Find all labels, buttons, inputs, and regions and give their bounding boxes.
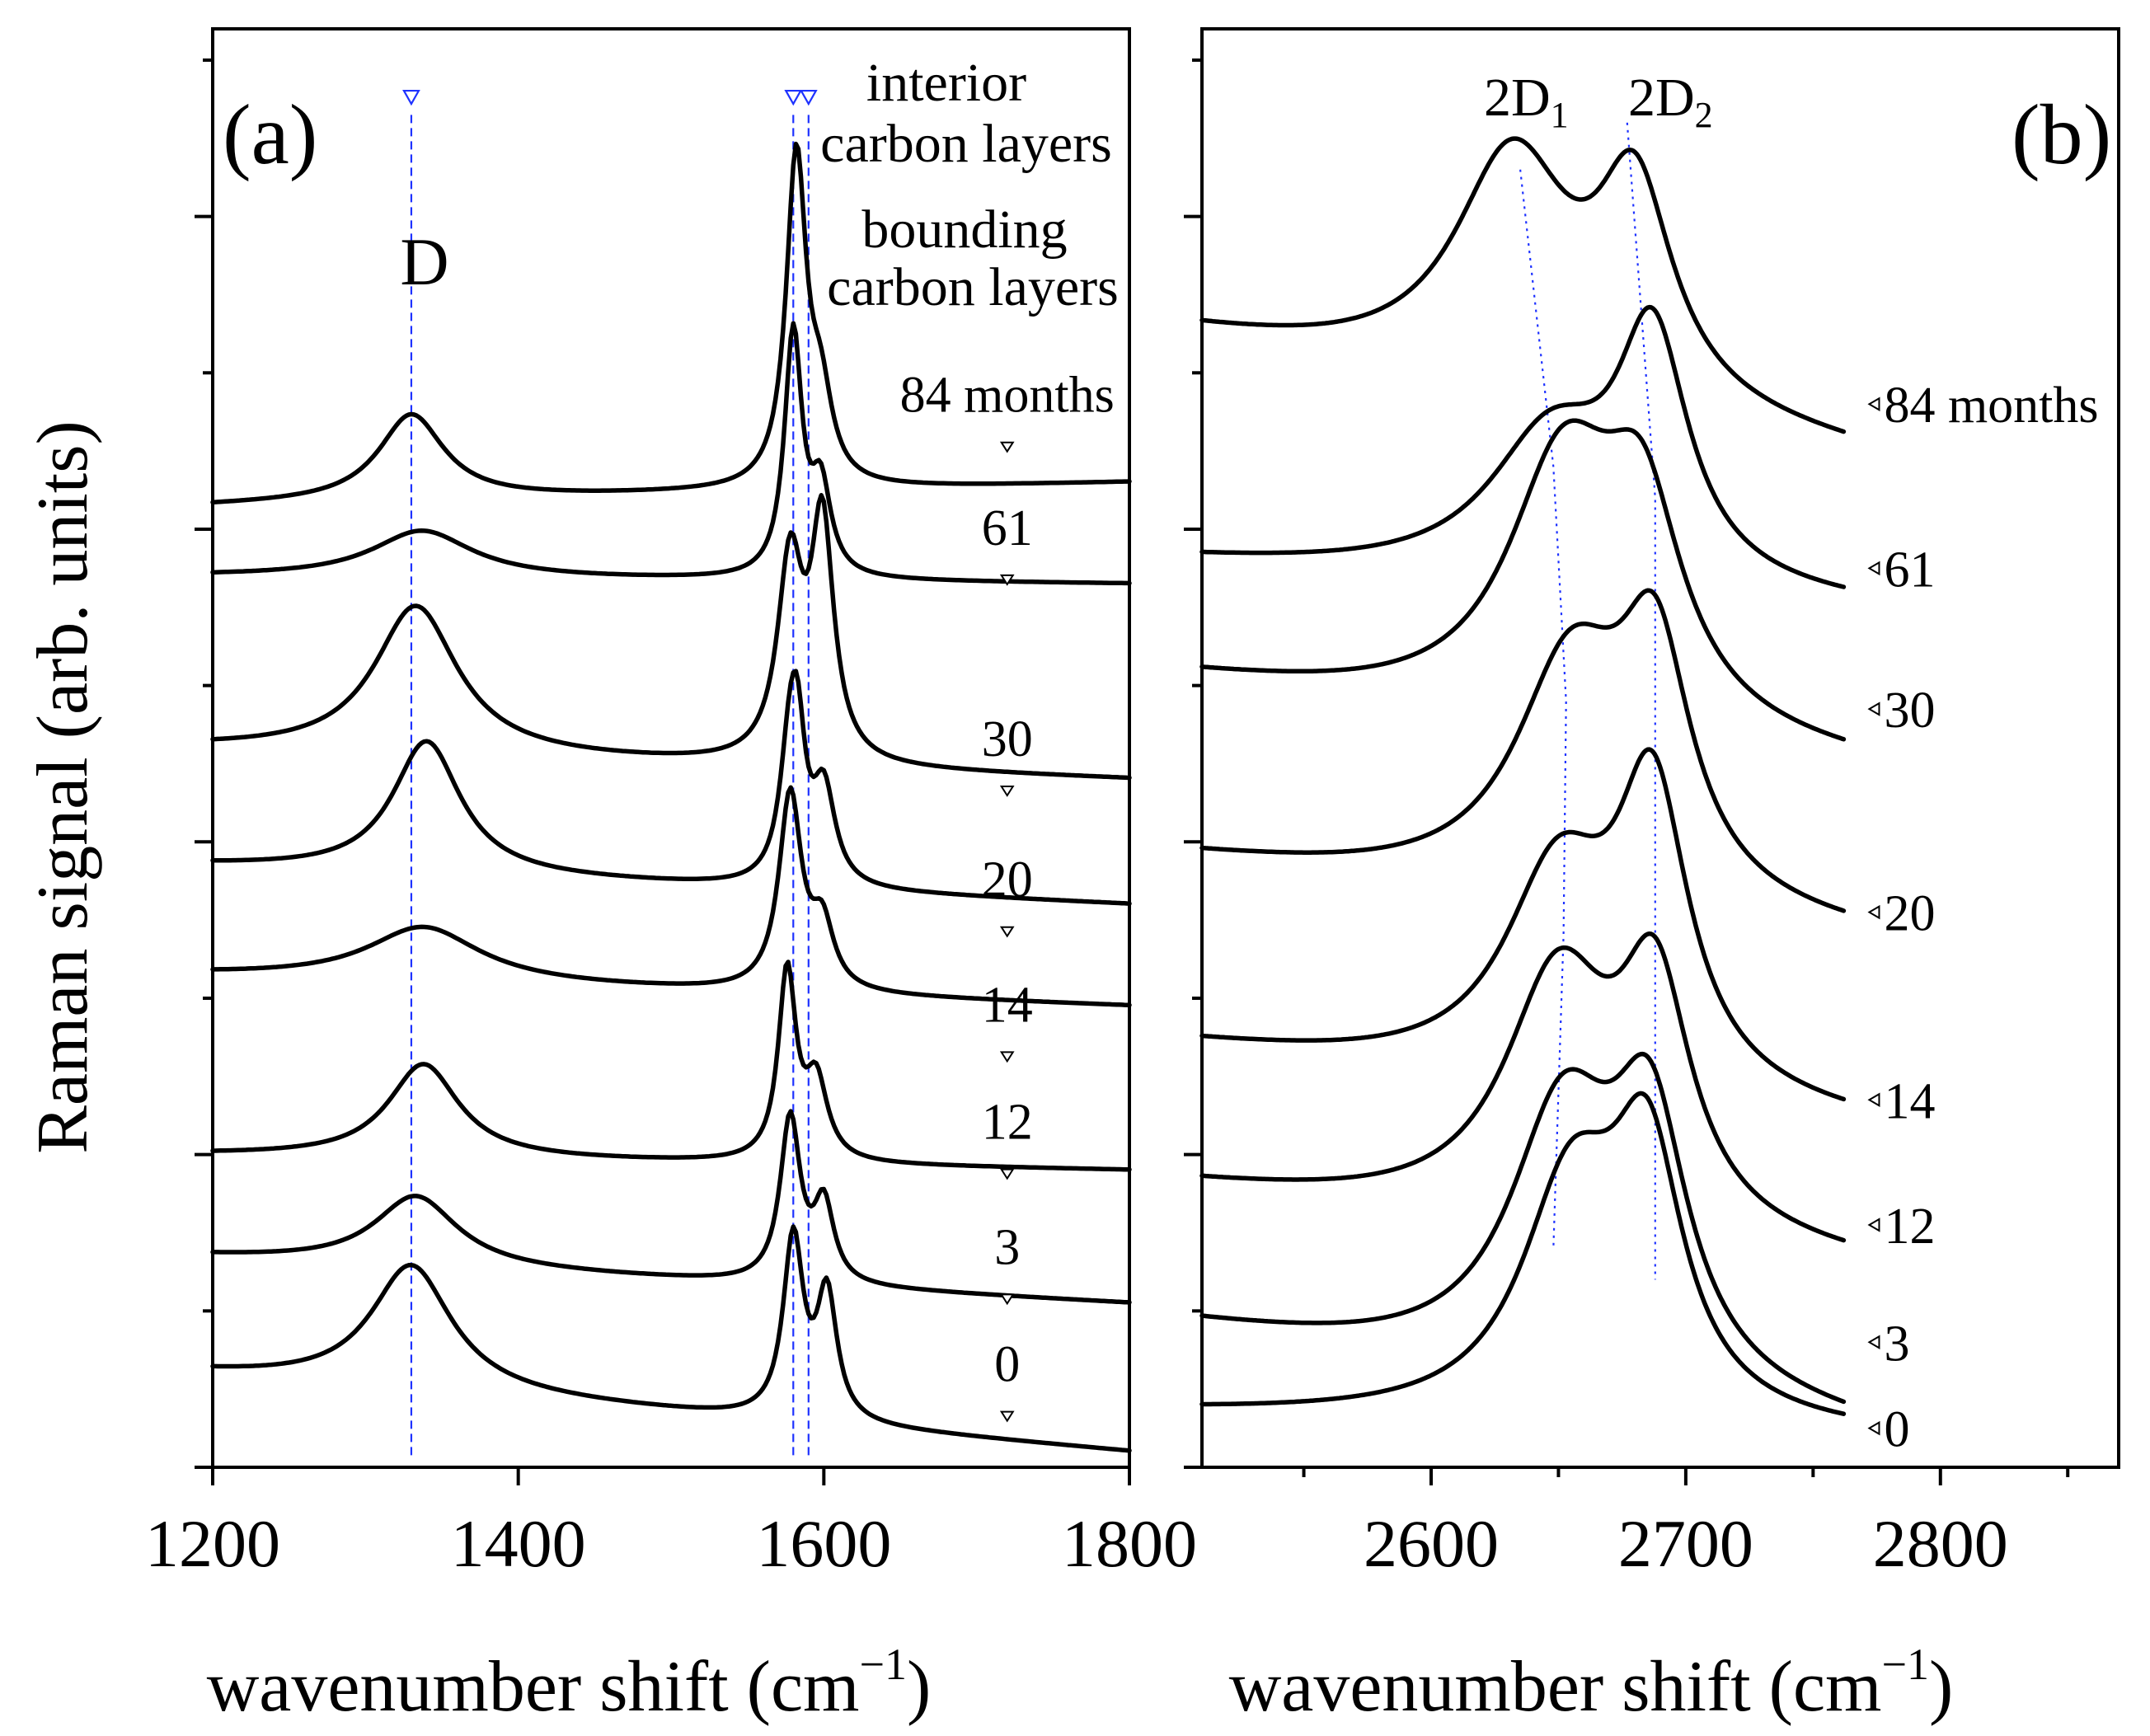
- series-marker-triangle: [999, 1293, 1015, 1306]
- panel-b-ticks: 2600 2700 2800: [1184, 58, 2070, 1581]
- spectrum-20: [210, 669, 1132, 906]
- peak-d-label: D: [400, 224, 448, 299]
- series-marker-triangle: [999, 926, 1015, 938]
- series-label: 3: [1884, 1316, 1909, 1372]
- panel-b-curves: [1199, 136, 1847, 1416]
- series-marker-triangle: [999, 574, 1015, 586]
- spectrum-20: [1199, 588, 1847, 913]
- spectrum-61: [210, 321, 1132, 586]
- panel-a-curves: [210, 141, 1132, 1453]
- spectrum-84-months: [210, 141, 1132, 505]
- series-marker-triangle: [999, 1168, 1015, 1180]
- x-tick-label: 2800: [1873, 1506, 2008, 1581]
- series-marker-triangle: [999, 441, 1015, 453]
- x-tick-label: 2700: [1618, 1506, 1753, 1581]
- peak-2d2-label: 2D2: [1628, 68, 1713, 135]
- panel-b-x-axis-label: wavenumber shift (cm−1): [1229, 1640, 1954, 1727]
- spectrum-3: [1199, 1051, 1847, 1405]
- panel-b-frame: [1200, 27, 2120, 1469]
- panel-a-frame: [211, 27, 1131, 1469]
- series-marker-triangle: [1867, 1092, 1880, 1108]
- spectrum-0: [1199, 1091, 1847, 1416]
- series-label: 61: [982, 500, 1033, 556]
- peak-marker-triangle: [402, 89, 420, 106]
- series-label: 30: [982, 711, 1033, 767]
- series-marker-triangle: [1867, 1218, 1880, 1232]
- bounding-label-line2: carbon layers: [827, 257, 1119, 317]
- spectrum-12: [1199, 931, 1847, 1243]
- panel-a-ticks: 1200 1400 1600 1800: [145, 58, 1197, 1581]
- spectrum-61: [1199, 304, 1847, 589]
- panel-b-label: (b): [2012, 87, 2111, 182]
- x-tick-label: 1200: [145, 1506, 280, 1581]
- series-label: 12: [982, 1095, 1033, 1151]
- panel-b-guides: [1519, 122, 1656, 1280]
- spectrum-0: [210, 1224, 1132, 1453]
- series-label: 84 months: [1884, 378, 2098, 434]
- series-marker-triangle: [1867, 1420, 1880, 1436]
- series-marker-triangle: [999, 785, 1015, 797]
- series-label: 20: [982, 852, 1033, 908]
- series-label: 84 months: [900, 368, 1115, 424]
- x-tick-label: 1600: [756, 1506, 891, 1581]
- series-label: 14: [1884, 1073, 1935, 1129]
- peak-marker-triangle: [784, 89, 803, 106]
- series-label: 0: [994, 1337, 1020, 1393]
- spectrum-30: [1199, 418, 1847, 742]
- peak-2d1-label: 2D1: [1484, 68, 1569, 135]
- series-label: 61: [1884, 542, 1935, 598]
- series-label: 14: [982, 977, 1033, 1033]
- interior-label-line2: carbon layers: [820, 114, 1112, 174]
- bounding-label-line1: bounding: [861, 199, 1067, 260]
- spectrum-30: [210, 493, 1132, 781]
- series-marker-triangle: [1867, 561, 1880, 576]
- series-label: 0: [1884, 1402, 1909, 1458]
- panel-a-x-axis-label: wavenumber shift (cm−1): [207, 1640, 932, 1727]
- x-tick-label: 1800: [1062, 1506, 1197, 1581]
- series-marker-triangle: [1867, 904, 1880, 920]
- x-tick-label: 1400: [451, 1506, 586, 1581]
- panel-a-guides: [402, 89, 818, 1460]
- series-marker-triangle: [1867, 701, 1880, 716]
- spectrum-3: [210, 1109, 1132, 1305]
- series-marker-triangle: [1867, 1335, 1880, 1350]
- interior-label-line1: interior: [866, 53, 1026, 113]
- peak-marker-triangle: [799, 89, 818, 106]
- series-label: 12: [1884, 1199, 1935, 1255]
- spectrum-84-months: [1199, 136, 1847, 434]
- series-label: 20: [1884, 886, 1935, 942]
- series-label: 30: [1884, 683, 1935, 739]
- y-axis-label: Raman signal (arb. units): [23, 420, 103, 1154]
- spectrum-14: [1199, 747, 1847, 1102]
- series-marker-triangle: [999, 1051, 1015, 1063]
- series-label: 3: [994, 1219, 1020, 1275]
- x-tick-label: 2600: [1364, 1506, 1499, 1581]
- spectrum-14: [210, 785, 1132, 1008]
- spectrum-12: [210, 959, 1132, 1172]
- series-marker-triangle: [999, 1410, 1015, 1423]
- series-marker-triangle: [1867, 396, 1880, 411]
- panel-a-label: (a): [223, 87, 317, 182]
